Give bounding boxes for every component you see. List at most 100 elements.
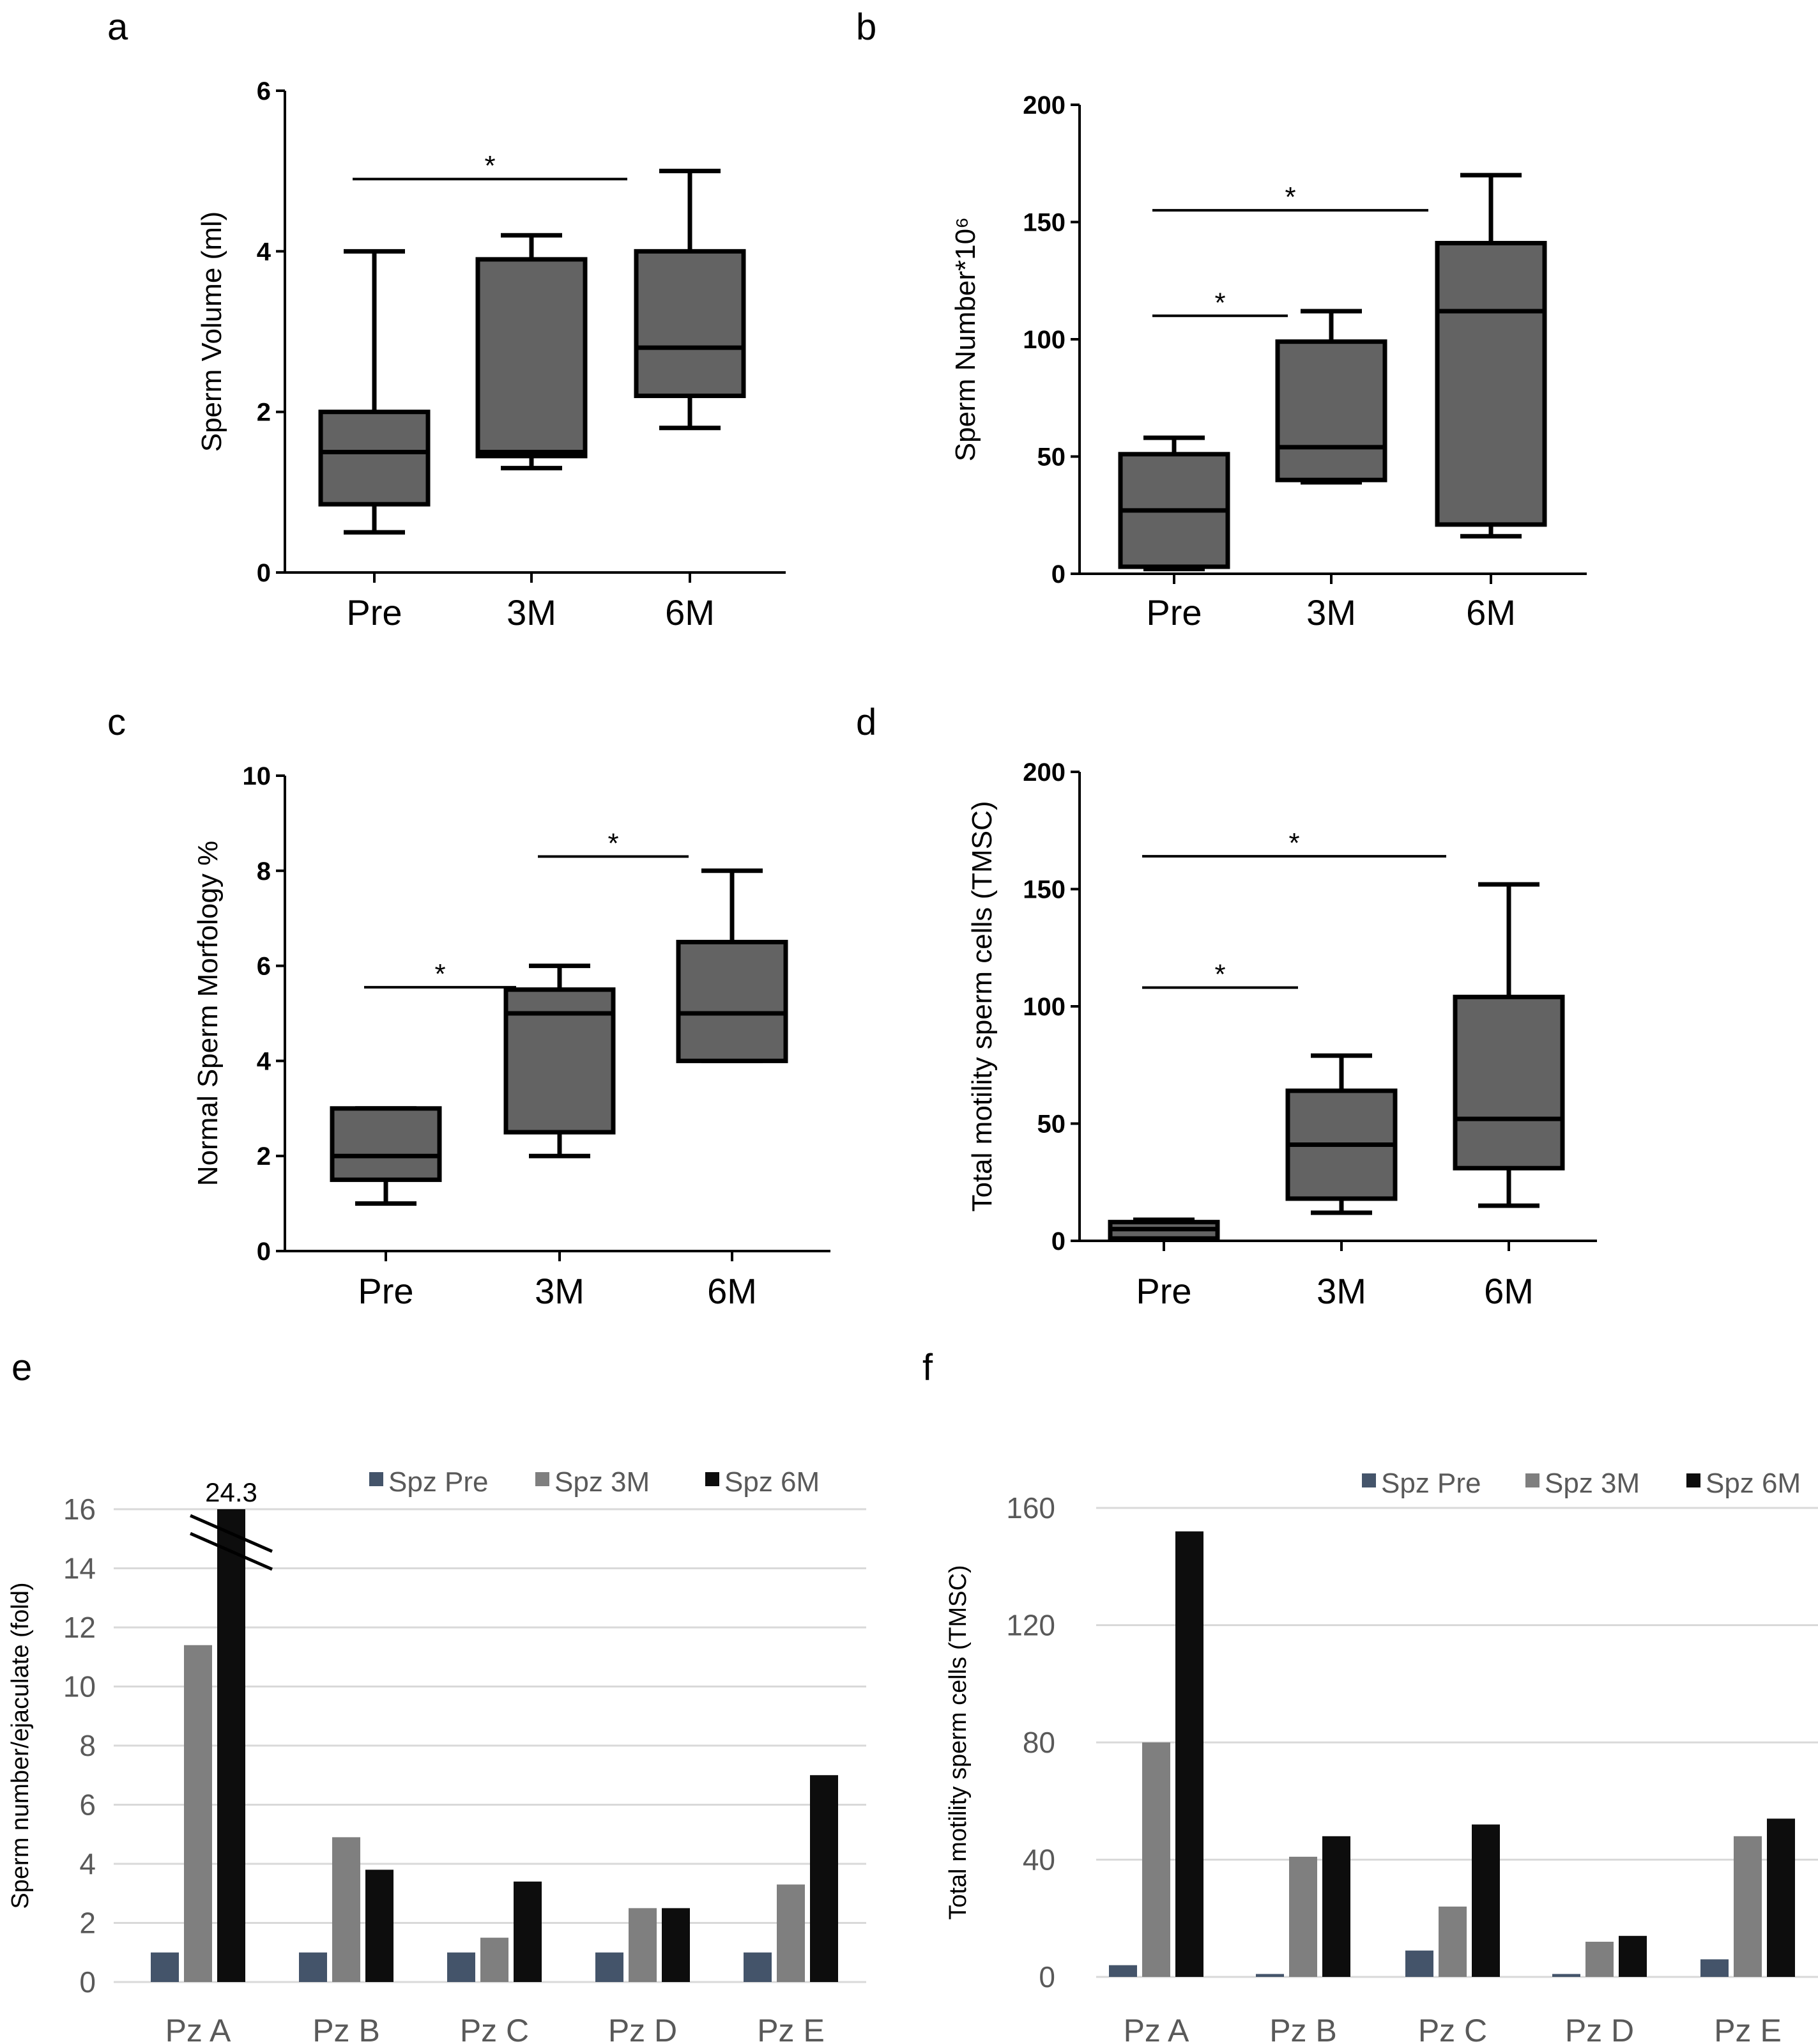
- y-tick-label: 0: [79, 1965, 96, 1999]
- y-axis-title: Sperm number/ejaculate (fold): [7, 1582, 34, 1909]
- bar-pzd-spz-3m: [629, 1908, 657, 1982]
- x-category-label: 6M: [1484, 1271, 1534, 1311]
- bar-pza-spz-pre: [151, 1952, 179, 1982]
- bar-pzb-spz-6m: [1322, 1836, 1350, 1977]
- y-tick-label: 80: [1023, 1726, 1055, 1759]
- y-tick-label: 50: [1037, 443, 1066, 472]
- y-tick-label: 200: [1023, 91, 1066, 119]
- bar-pzd-spz-pre: [595, 1952, 623, 1982]
- x-category-label: Pre: [1136, 1271, 1191, 1311]
- y-tick-label: 14: [63, 1552, 96, 1585]
- legend-entry: Spz 6M: [724, 1466, 820, 1498]
- x-category-label: 6M: [1466, 592, 1516, 633]
- significance-star: *: [1214, 287, 1225, 318]
- legend-swatch: [1686, 1473, 1700, 1487]
- x-category-label: 6M: [665, 592, 715, 633]
- x-category-label: Pre: [1146, 592, 1202, 633]
- bar-pzb-spz-3m: [1289, 1856, 1317, 1977]
- y-tick-label: 8: [79, 1729, 96, 1762]
- x-category-label: Pz E: [1714, 2013, 1782, 2044]
- legend-swatch: [535, 1472, 549, 1486]
- bar-pzc-spz-pre: [1405, 1950, 1433, 1977]
- y-tick-label: 0: [1051, 560, 1066, 588]
- bar-pzd-spz-3m: [1585, 1941, 1614, 1977]
- axis-break-mark: [189, 1532, 273, 1571]
- bar-value-annotation: 24.3: [205, 1477, 257, 1507]
- y-axis-title: Normal Sperm Morfology %: [192, 841, 224, 1186]
- y-tick-label: 10: [63, 1670, 96, 1703]
- legend-swatch: [369, 1472, 383, 1486]
- x-category-label: Pz D: [608, 2013, 677, 2044]
- y-axis-title: Total motility sperm cells (TMSC): [945, 1565, 972, 1919]
- x-category-label: 3M: [507, 592, 556, 633]
- bar-pzb-spz-6m: [365, 1870, 393, 1982]
- panel-letter-f: f: [922, 1347, 933, 1388]
- significance-star: *: [484, 150, 495, 181]
- bar-pzc-spz-6m: [1472, 1824, 1500, 1977]
- bar-pzc-spz-3m: [1439, 1906, 1467, 1977]
- box-iqr-3m: [503, 987, 616, 1135]
- x-category-label: Pre: [346, 592, 402, 633]
- y-tick-label: 0: [257, 1238, 271, 1266]
- y-tick-label: 150: [1023, 876, 1066, 904]
- y-tick-label: 2: [79, 1907, 96, 1940]
- legend-entry: Spz 6M: [1706, 1468, 1801, 1499]
- y-tick-label: 4: [79, 1847, 96, 1880]
- y-tick-label: 12: [63, 1611, 96, 1644]
- bar-pza-spz-6m: [1175, 1531, 1203, 1977]
- y-tick-label: 0: [257, 559, 271, 587]
- bar-pzc-spz-6m: [514, 1881, 542, 1982]
- legend-entry: Spz Pre: [388, 1466, 489, 1498]
- y-axis-title: Sperm Volume (ml): [196, 211, 227, 452]
- x-category-label: Pz B: [1269, 2013, 1337, 2044]
- y-tick-label: 120: [1006, 1609, 1055, 1642]
- x-category-label: Pz A: [1124, 2013, 1189, 2044]
- legend-entry: Spz 3M: [554, 1466, 650, 1498]
- y-tick-label: 100: [1023, 993, 1066, 1021]
- x-category-label: Pz B: [312, 2013, 380, 2044]
- box-iqr-3m: [1275, 339, 1387, 482]
- legend-swatch: [1525, 1473, 1539, 1487]
- x-category-label: 6M: [707, 1271, 757, 1311]
- y-tick-label: 0: [1039, 1960, 1055, 1994]
- bar-pze-spz-pre: [744, 1952, 772, 1982]
- legend-entry: Spz 3M: [1545, 1468, 1640, 1499]
- y-tick-label: 2: [257, 1142, 271, 1171]
- panel-letter-e: e: [11, 1347, 32, 1388]
- y-tick-label: 16: [63, 1493, 96, 1526]
- bar-pza-spz-6m: [217, 1509, 245, 1982]
- x-category-label: 3M: [535, 1271, 584, 1311]
- bar-pzb-spz-pre: [299, 1952, 327, 1982]
- y-tick-label: 150: [1023, 209, 1066, 237]
- bar-pza-spz-3m: [184, 1645, 212, 1982]
- y-axis-title: Sperm Number*10⁶: [950, 217, 981, 462]
- x-category-label: Pz A: [165, 2013, 231, 2044]
- box-iqr-pre: [330, 1106, 442, 1182]
- y-tick-label: 8: [257, 857, 271, 886]
- bar-pze-spz-pre: [1700, 1959, 1729, 1977]
- y-tick-label: 6: [257, 953, 271, 981]
- bar-pze-spz-6m: [810, 1775, 838, 1982]
- y-tick-label: 160: [1006, 1491, 1055, 1525]
- box-iqr-6m: [676, 939, 788, 1063]
- panel-letter-a: a: [107, 6, 128, 48]
- bar-pze-spz-3m: [1734, 1836, 1762, 1977]
- x-category-label: 3M: [1306, 592, 1356, 633]
- bar-pze-spz-3m: [777, 1884, 805, 1982]
- x-category-label: Pz E: [757, 2013, 825, 2044]
- bar-pzc-spz-pre: [447, 1952, 475, 1982]
- bar-pze-spz-6m: [1767, 1818, 1795, 1977]
- bar-pzd-spz-6m: [1619, 1935, 1647, 1977]
- x-category-label: 3M: [1317, 1271, 1366, 1311]
- box-iqr-6m: [634, 249, 746, 399]
- x-category-label: Pz D: [1565, 2013, 1634, 2044]
- bar-pza-spz-pre: [1109, 1965, 1137, 1977]
- panel-letter-c: c: [107, 702, 126, 743]
- legend-swatch: [705, 1472, 719, 1486]
- bar-pza-spz-3m: [1142, 1742, 1170, 1977]
- legend-entry: Spz Pre: [1381, 1468, 1481, 1499]
- panel-letter-b: b: [856, 6, 876, 48]
- y-tick-label: 0: [1051, 1227, 1066, 1256]
- x-category-label: Pz C: [1418, 2013, 1487, 2044]
